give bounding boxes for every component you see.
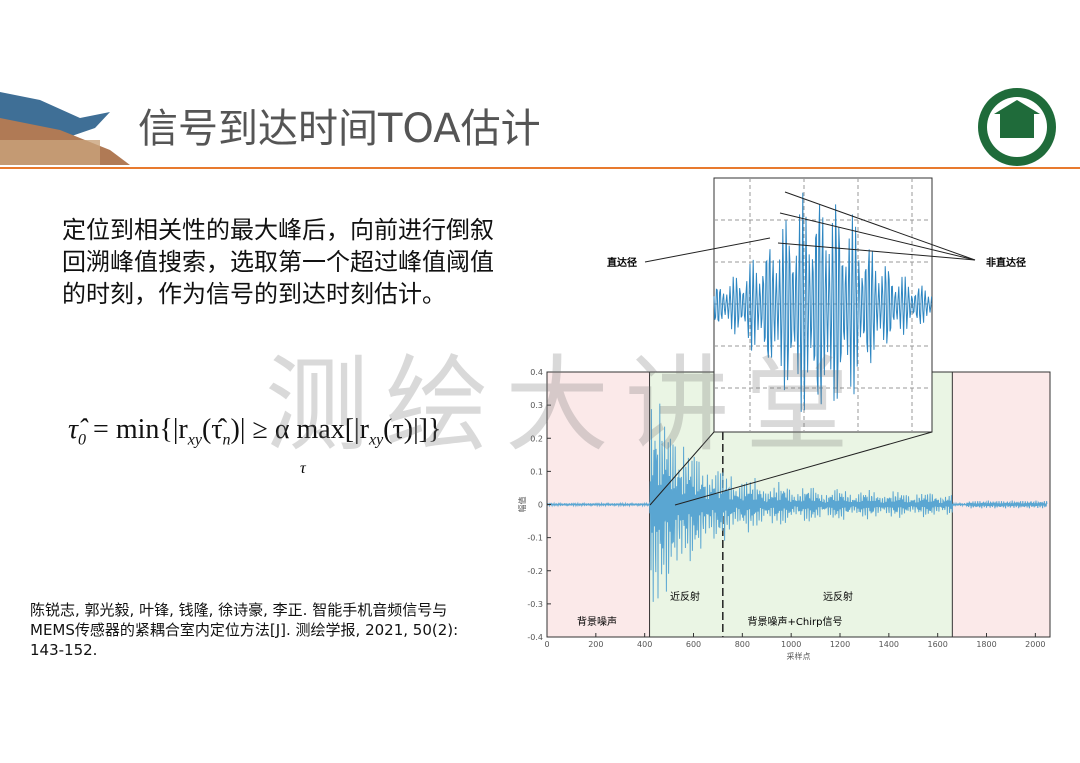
formula-sub: 0 xyxy=(78,431,87,449)
annotation: 直达径 xyxy=(607,256,637,269)
annotation: 非直达径 xyxy=(986,256,1026,269)
y-tick-label: -0.1 xyxy=(527,534,543,543)
y-tick-label: 0.2 xyxy=(530,434,543,443)
pointer xyxy=(779,212,976,261)
reference: 陈锐志, 郭光毅, 叶锋, 钱隆, 徐诗豪, 李正. 智能手机音频信号与MEMS… xyxy=(30,601,459,659)
university-logo xyxy=(978,88,1056,166)
annotation: 背景噪声 xyxy=(577,615,617,628)
x-tick-label: 1800 xyxy=(976,640,996,649)
x-tick-label: 600 xyxy=(686,640,701,649)
formula-sub: xy xyxy=(187,431,202,449)
formula-part: (τ)|]} xyxy=(383,414,442,445)
formula-part: = min{|r xyxy=(86,414,188,445)
x-tick-label: 800 xyxy=(735,640,750,649)
zoom-link xyxy=(674,431,933,506)
annotation: 近反射 xyxy=(670,590,700,603)
y-axis-label: 幅值 xyxy=(517,497,527,513)
x-axis-label: 采样点 xyxy=(787,651,811,661)
formula-sub: xy xyxy=(368,431,384,449)
roof-decoration xyxy=(0,92,130,165)
x-tick-label: 0 xyxy=(544,640,549,649)
x-tick-label: 1200 xyxy=(830,640,850,649)
x-tick-label: 2000 xyxy=(1025,640,1045,649)
pointer xyxy=(777,242,976,261)
y-tick-label: -0.3 xyxy=(527,600,543,609)
x-tick-label: 400 xyxy=(637,640,652,649)
x-tick-label: 1000 xyxy=(781,640,801,649)
formula-part: (τ̂ xyxy=(201,414,223,445)
annotation: 背景噪声+Chirp信号 xyxy=(748,615,843,628)
waveform xyxy=(546,403,1048,602)
formula-sub: n xyxy=(222,431,231,449)
x-tick-label: 1400 xyxy=(879,640,899,649)
formula-subscript: τ xyxy=(300,460,306,477)
x-tick-label: 1600 xyxy=(927,640,947,649)
formula-part: τ̂ xyxy=(68,414,79,445)
pointer xyxy=(644,237,771,263)
pointer xyxy=(784,191,976,261)
zoom-link xyxy=(649,431,715,506)
formula-part: )| ≥ α max[|r xyxy=(230,414,369,445)
slide-title: 信号到达时间TOA估计 xyxy=(138,106,541,152)
body-text: 定位到相关性的最大峰后，向前进行倒叙回溯峰值搜索，选取第一个超过峰值阈值的时刻，… xyxy=(62,216,494,308)
zoom-inset xyxy=(713,177,933,433)
x-tick-label: 200 xyxy=(588,640,603,649)
y-tick-label: 0.4 xyxy=(530,368,543,377)
y-tick-label: 0.3 xyxy=(530,401,543,410)
inset-waveform xyxy=(713,192,933,412)
y-tick-label: 0 xyxy=(538,501,543,510)
y-tick-label: -0.4 xyxy=(527,633,543,642)
y-tick-label: -0.2 xyxy=(527,567,543,576)
annotation: 远反射 xyxy=(823,591,853,603)
y-tick-label: 0.1 xyxy=(530,467,543,476)
formula: τ̂0 = min{|rxy(τ̂n)| ≥ α max[|rxy(τ)|]} xyxy=(68,414,441,450)
